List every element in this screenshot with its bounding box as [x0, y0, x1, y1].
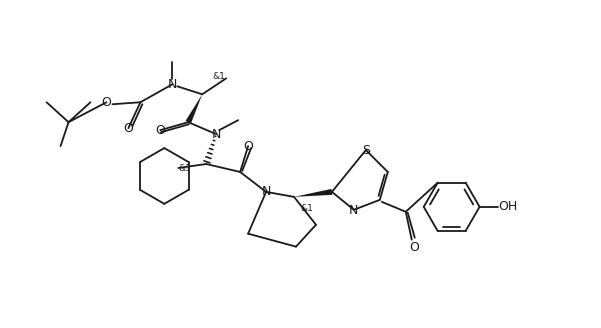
Text: O: O — [243, 140, 253, 153]
Text: S: S — [362, 144, 370, 156]
Text: N: N — [212, 128, 221, 141]
Text: O: O — [123, 122, 133, 135]
Text: OH: OH — [498, 200, 517, 213]
Text: N: N — [349, 204, 359, 217]
Polygon shape — [186, 94, 202, 124]
Text: &1: &1 — [212, 72, 225, 81]
Text: N: N — [261, 185, 271, 198]
Text: &1: &1 — [300, 204, 313, 213]
Text: O: O — [409, 241, 419, 254]
Polygon shape — [294, 189, 332, 197]
Text: &1: &1 — [178, 164, 191, 174]
Text: O: O — [102, 96, 111, 109]
Text: N: N — [168, 78, 177, 91]
Text: O: O — [156, 124, 165, 137]
